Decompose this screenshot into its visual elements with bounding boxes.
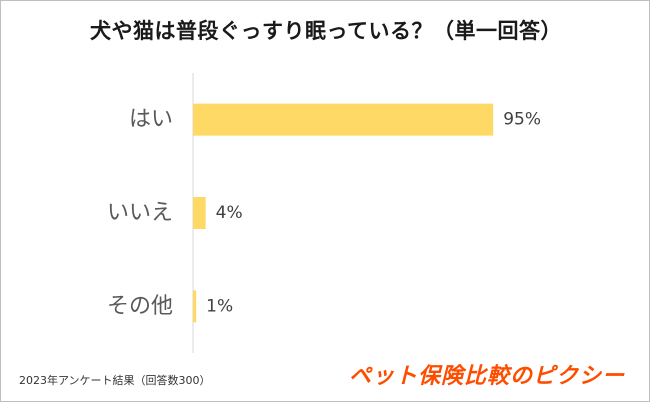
survey-footnote: 2023年アンケート結果（回答数300） xyxy=(19,374,211,387)
category-label-3: その他 xyxy=(107,294,173,319)
category-label-1: はい xyxy=(129,107,173,132)
bar-1 xyxy=(193,103,494,136)
bar-3 xyxy=(193,290,197,323)
brand-logo-text: ペット保険比較のピクシー xyxy=(348,364,625,389)
value-label-3: 1% xyxy=(206,296,233,316)
chart-title: 犬や猫は普段ぐっすり眠っている？（単一回答） xyxy=(90,19,562,43)
bar-2 xyxy=(193,197,206,229)
value-label-1: 95% xyxy=(503,110,541,130)
category-label-2: いいえ xyxy=(107,201,173,226)
value-label-2: 4% xyxy=(216,203,243,223)
